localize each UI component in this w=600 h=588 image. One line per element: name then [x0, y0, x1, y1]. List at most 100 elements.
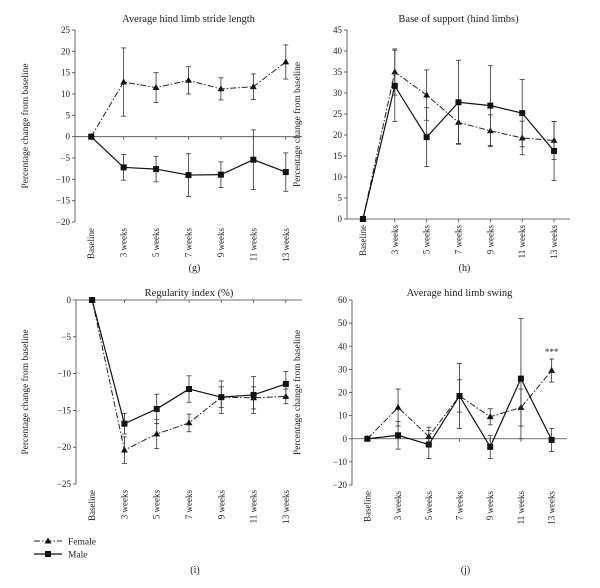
x-tick-label: 7 weeks	[455, 491, 465, 521]
data-point-male	[282, 169, 289, 176]
y-tick-label: 40	[338, 341, 348, 351]
legend-male-label: Male	[68, 551, 88, 561]
y-tick-label: −15	[57, 405, 72, 415]
legend-female-label: Female	[68, 538, 96, 548]
x-tick-label: 5 weeks	[422, 225, 432, 255]
chart-title: Average hind limb swing	[407, 288, 513, 299]
significance-annotation: ***	[545, 347, 559, 357]
y-tick-label: 35	[333, 67, 343, 77]
data-point-female	[249, 83, 257, 90]
y-tick-label: 15	[333, 151, 343, 161]
y-tick-label: 25	[333, 109, 343, 119]
y-tick-label: 25	[61, 25, 71, 35]
y-axis-label: Percentage change from baseline	[20, 329, 31, 454]
y-tick-label: −20	[57, 442, 72, 452]
series-male	[89, 297, 289, 435]
y-tick-label: 30	[338, 364, 348, 374]
panel-i: Regularity index (%) −25 −20 −15 −10 −5 0 Perce…	[20, 288, 302, 576]
x-tick-label: Baseline	[358, 225, 368, 256]
series-line-male	[91, 299, 287, 425]
x-tick-label: 5 weeks	[152, 490, 162, 520]
data-point-female	[121, 446, 128, 453]
data-point-male	[455, 99, 462, 106]
y-tick-label: −10	[56, 174, 71, 184]
y-axis-label: Percentage change from baseline	[20, 63, 31, 188]
data-point-female	[217, 85, 225, 92]
x-tick-label: Baseline	[86, 228, 96, 259]
y-tick-label: −5	[60, 153, 70, 163]
x-tick-label: 9 weeks	[485, 225, 495, 255]
data-point-female	[153, 430, 161, 437]
data-point-male	[120, 164, 127, 171]
data-point-male	[359, 216, 366, 222]
chart-title: Regularity index (%)	[145, 288, 234, 299]
data-point-male	[121, 420, 128, 427]
y-tick-label: 15	[61, 68, 71, 78]
panel-h: Base of support (hind limbs) 0 5 10 15 20 25 30…	[292, 14, 570, 274]
data-point-male	[487, 443, 494, 450]
x-tick-label: 3 weeks	[119, 228, 129, 258]
data-point-female	[282, 58, 290, 65]
x-tick-label: 9 weeks	[216, 490, 226, 520]
data-point-male	[364, 435, 371, 442]
y-tick-label: −10	[57, 369, 72, 379]
chart-title: Base of support (hind limbs)	[398, 14, 519, 25]
x-tick-label: 13 weeks	[281, 228, 291, 262]
panel-label: (g)	[189, 263, 201, 274]
y-tick-label: −15	[56, 196, 71, 206]
y-tick-label: 40	[333, 46, 343, 56]
y-tick-label: 0	[343, 434, 348, 444]
x-tick-label: 5 weeks	[424, 491, 434, 521]
x-tick-label: 7 weeks	[184, 228, 194, 258]
data-point-male	[186, 386, 192, 393]
data-point-female	[152, 84, 160, 90]
data-point-male	[88, 133, 95, 140]
data-point-male	[517, 375, 524, 382]
y-tick-label: −5	[61, 332, 71, 342]
y-tick-label: −10	[333, 457, 348, 467]
data-point-male	[551, 147, 558, 154]
legend-female-marker	[44, 537, 52, 544]
panel-g: Average hind limb stride length −20 −15 −10…	[20, 14, 302, 274]
y-tick-label: −20	[56, 217, 71, 227]
x-tick-label: Baseline	[87, 490, 97, 521]
x-tick-label: 13 weeks	[281, 490, 291, 524]
y-tick-label: 10	[333, 172, 343, 182]
data-point-female	[548, 366, 556, 373]
y-tick-label: 20	[338, 388, 348, 398]
x-tick-label: 3 weeks	[390, 225, 400, 255]
data-point-male	[250, 391, 257, 398]
series-male	[359, 49, 558, 222]
data-point-male	[487, 102, 494, 109]
x-tick-label: Baseline	[362, 491, 372, 522]
data-point-male	[250, 156, 257, 163]
panel-label: (i)	[190, 565, 199, 576]
x-tick-label: 9 weeks	[216, 228, 226, 258]
x-tick-label: 7 weeks	[184, 490, 194, 520]
data-point-male	[395, 432, 402, 439]
data-point-male	[425, 441, 432, 448]
x-tick-label: 13 weeks	[549, 225, 559, 259]
y-tick-label: 0	[67, 295, 72, 305]
x-tick-label: 11 weeks	[517, 225, 527, 259]
y-axis-label: Percentage change from baseline	[292, 62, 303, 187]
x-tick-label: 3 weeks	[393, 491, 403, 521]
chart-title: Average hind limb stride length	[122, 14, 256, 25]
data-point-male	[153, 405, 160, 412]
x-tick-label: 5 weeks	[151, 228, 161, 258]
y-tick-label: 20	[61, 46, 71, 56]
data-point-male	[548, 436, 555, 443]
data-point-female	[120, 78, 128, 85]
legend-male-marker	[45, 551, 51, 557]
x-tick-label: 3 weeks	[119, 490, 129, 520]
data-point-male	[218, 394, 225, 401]
data-point-male	[519, 110, 526, 117]
y-tick-label: 20	[333, 130, 343, 140]
panel-j: Average hind limb swing −20 −10 0 10 20 30 40 50…	[292, 288, 567, 576]
series-male	[364, 318, 555, 459]
y-tick-label: 50	[338, 318, 348, 328]
y-tick-label: 5	[338, 193, 343, 203]
panel-label: (j)	[461, 565, 470, 576]
data-point-male	[423, 134, 430, 141]
data-point-female	[185, 419, 193, 426]
